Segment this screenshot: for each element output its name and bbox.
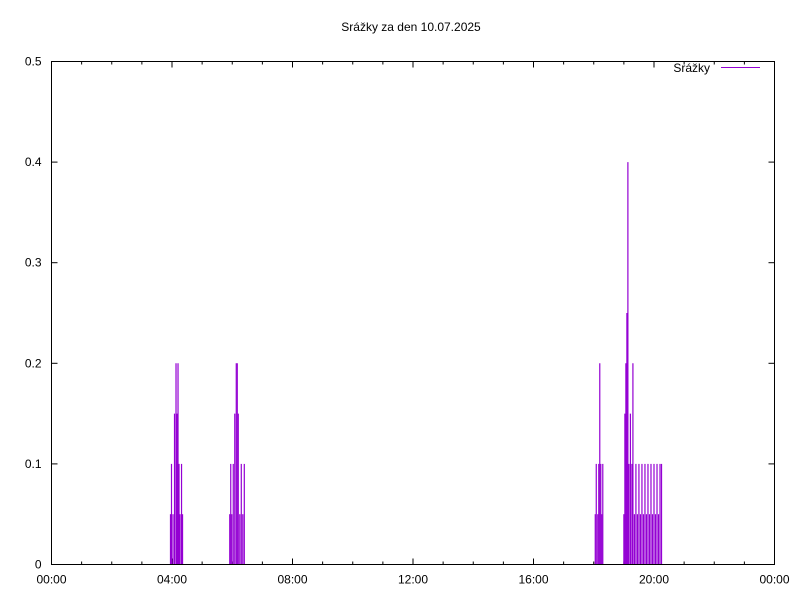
legend: Srážky: [673, 61, 760, 75]
x-tick-label: 20:00: [639, 573, 669, 587]
x-tick-label: 04:00: [157, 573, 187, 587]
y-tick-label: 0.2: [25, 356, 42, 370]
y-tick-label: 0.3: [25, 256, 42, 270]
x-tick-label: 08:00: [277, 573, 307, 587]
y-tick-label: 0.5: [25, 55, 42, 69]
x-tick-label: 00:00: [36, 573, 66, 587]
chart-title: Srážky za den 10.07.2025: [341, 20, 481, 34]
x-tick-label: 16:00: [518, 573, 548, 587]
y-tick-label: 0.4: [25, 155, 42, 169]
y-tick-label: 0: [35, 558, 42, 572]
legend-label: Srážky: [673, 61, 710, 75]
tick-layer: 0 0.1 0.2 0.3 0.4 0.5 00:00 04:00 08:00 12:00 16:0…: [25, 55, 790, 587]
series-layer: [169, 162, 663, 565]
y-tick-label: 0.1: [25, 457, 42, 471]
x-tick-label: 12:00: [398, 573, 428, 587]
x-tick-label: 00:00: [759, 573, 789, 587]
plot-area-frame: [51, 61, 775, 565]
